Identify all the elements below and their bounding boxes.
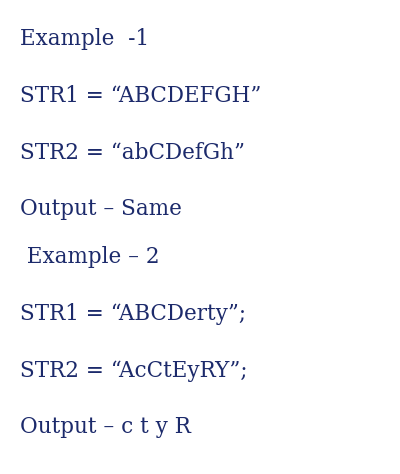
Text: Example  -1: Example -1 bbox=[20, 28, 149, 50]
Text: STR2 = “abCDefGh”: STR2 = “abCDefGh” bbox=[20, 142, 245, 164]
Text: STR2 = “AcCtEyRY”;: STR2 = “AcCtEyRY”; bbox=[20, 360, 248, 382]
Text: STR1 = “ABCDerty”;: STR1 = “ABCDerty”; bbox=[20, 303, 246, 325]
Text: Output – Same: Output – Same bbox=[20, 199, 182, 220]
Text: Example – 2: Example – 2 bbox=[20, 246, 160, 268]
Text: Output – c t y R: Output – c t y R bbox=[20, 417, 191, 438]
Text: STR1 = “ABCDEFGH”: STR1 = “ABCDEFGH” bbox=[20, 85, 261, 107]
